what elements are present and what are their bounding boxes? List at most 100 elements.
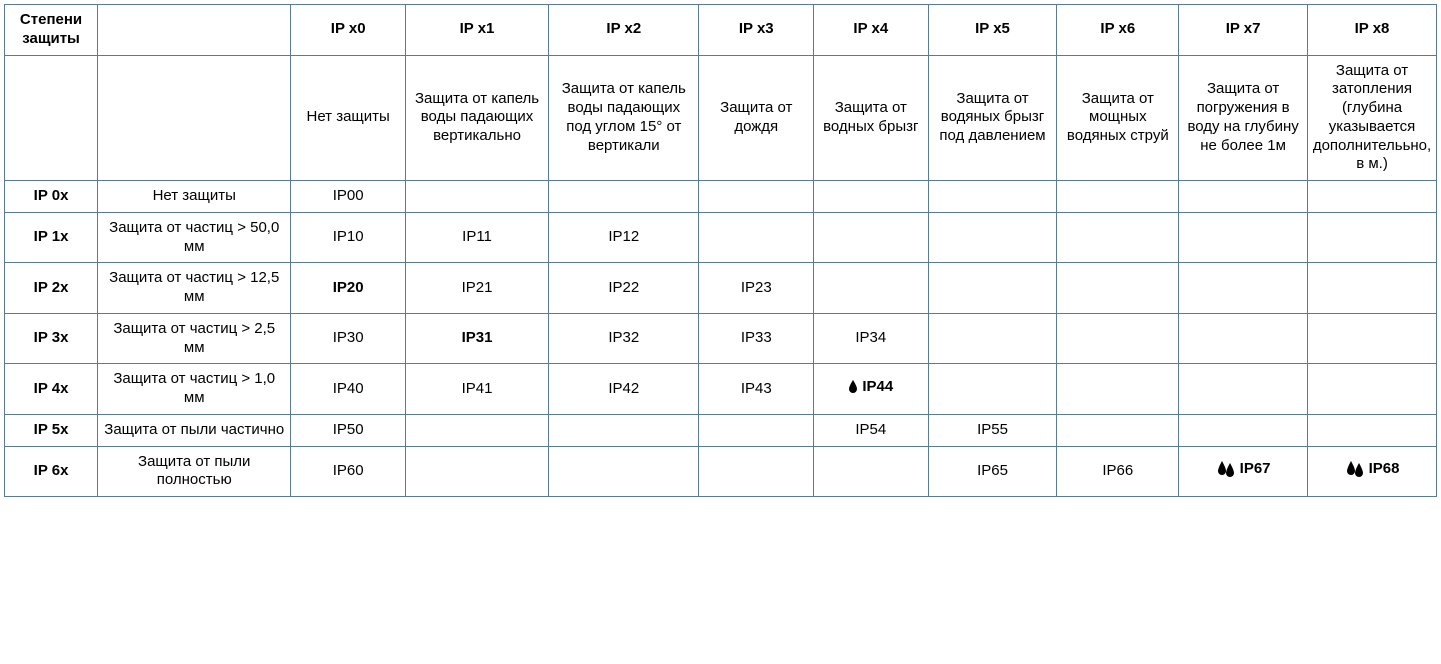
table-body: IP 0xНет защиты IP00 IP 1xЗащита от частиц… (5, 181, 1437, 497)
data-cell: IP21 (405, 263, 548, 314)
data-cell (405, 446, 548, 497)
data-cell: IP40 (291, 364, 406, 415)
row-label: IP 0x (5, 181, 98, 213)
table-row: IP 3xЗащита от частиц > 2,5 ммIP30IP31IP… (5, 313, 1437, 364)
data-cell: IP68 (1308, 446, 1437, 497)
cell-text: IP30 (333, 329, 364, 348)
cell-text: IP67 (1240, 460, 1271, 479)
data-cell (1179, 313, 1308, 364)
data-cell (549, 181, 699, 213)
header-row-codes: Степени защиты IP x0IP x1IP x2IP x3IP x4… (5, 5, 1437, 56)
data-cell (928, 263, 1057, 314)
table-row: IP 5xЗащита от пыли частичноIP50IP54IP55 (5, 414, 1437, 446)
data-cell (814, 181, 929, 213)
data-cell (1179, 364, 1308, 415)
table-row: IP 6xЗащита от пыли полностью IP60 IP65 IP6… (5, 446, 1437, 497)
cell-text: IP43 (741, 380, 772, 399)
data-cell (928, 181, 1057, 213)
cell-text: IP33 (741, 329, 772, 348)
cell-text: IP66 (1102, 462, 1133, 481)
cell-text: IP00 (333, 187, 364, 206)
data-cell: IP44 (814, 364, 929, 415)
data-cell: IP67 (1179, 446, 1308, 497)
col-header: IP x8 (1308, 5, 1437, 56)
data-cell: IP00 (291, 181, 406, 213)
data-cell: IP41 (405, 364, 548, 415)
data-cell: IP42 (549, 364, 699, 415)
cell-text: IP34 (855, 329, 886, 348)
data-cell: IP65 (928, 446, 1057, 497)
row-label: IP 2x (5, 263, 98, 314)
data-cell (1057, 313, 1179, 364)
data-cell (549, 414, 699, 446)
data-cell: IP54 (814, 414, 929, 446)
cell-text: IP60 (333, 462, 364, 481)
table-row: IP 4xЗащита от частиц > 1,0 ммIP40IP41IP… (5, 364, 1437, 415)
row-label: IP 4x (5, 364, 98, 415)
data-cell (405, 414, 548, 446)
data-cell (1057, 181, 1179, 213)
cell-text: IP42 (608, 380, 639, 399)
data-cell (814, 446, 929, 497)
data-cell: IP50 (291, 414, 406, 446)
col-description: Нет защиты (291, 55, 406, 181)
col-description: Защита от водных брызг (814, 55, 929, 181)
data-cell: IP11 (405, 212, 548, 263)
data-cell: IP23 (699, 263, 814, 314)
data-cell (1308, 212, 1437, 263)
data-cell (1308, 263, 1437, 314)
double-water-drop-icon (1345, 461, 1365, 477)
data-cell (928, 364, 1057, 415)
table-head: Степени защиты IP x0IP x1IP x2IP x3IP x4… (5, 5, 1437, 181)
corner-header: Степени защиты (5, 5, 98, 56)
cell-text: IP55 (977, 421, 1008, 440)
col-header: IP x0 (291, 5, 406, 56)
row-description: Защита от частиц > 12,5 мм (98, 263, 291, 314)
row-label: IP 1x (5, 212, 98, 263)
row-label: IP 3x (5, 313, 98, 364)
data-cell: IP10 (291, 212, 406, 263)
data-cell: IP55 (928, 414, 1057, 446)
cell-text: IP54 (855, 421, 886, 440)
header-row-descriptions: Нет защитыЗащита от капель воды падающих… (5, 55, 1437, 181)
cell-text: IP40 (333, 380, 364, 399)
data-cell: IP12 (549, 212, 699, 263)
cell-text: IP11 (462, 228, 492, 247)
data-cell (1308, 414, 1437, 446)
cell-text: IP12 (608, 228, 639, 247)
col-description: Защита от капель воды падающих вертикаль… (405, 55, 548, 181)
data-cell (1308, 313, 1437, 364)
data-cell (699, 181, 814, 213)
data-cell (1179, 263, 1308, 314)
data-cell: IP32 (549, 313, 699, 364)
row-description: Защита от частиц > 50,0 мм (98, 212, 291, 263)
data-cell (1308, 364, 1437, 415)
table-row: IP 2xЗащита от частиц > 12,5 ммIP20 IP21 I… (5, 263, 1437, 314)
data-cell (1057, 212, 1179, 263)
blank-header (98, 5, 291, 56)
col-header: IP x1 (405, 5, 548, 56)
row-label: IP 6x (5, 446, 98, 497)
water-drop-icon (848, 380, 858, 394)
data-cell (1179, 212, 1308, 263)
double-water-drop-icon (1216, 461, 1236, 477)
data-cell: IP20 (291, 263, 406, 314)
cell-text: IP22 (608, 279, 639, 298)
row-description: Защита от пыли полностью (98, 446, 291, 497)
cell-text: IP23 (741, 279, 772, 298)
data-cell: IP34 (814, 313, 929, 364)
col-description: Защита от водяных брызг под давлением (928, 55, 1057, 181)
row-description: Защита от пыли частично (98, 414, 291, 446)
data-cell (699, 414, 814, 446)
cell-text: IP41 (462, 380, 493, 399)
cell-text: IP21 (462, 279, 493, 298)
data-cell (549, 446, 699, 497)
data-cell (814, 212, 929, 263)
table-row: IP 1xЗащита от частиц > 50,0 ммIP10 IP11 I… (5, 212, 1437, 263)
col-header: IP x5 (928, 5, 1057, 56)
cell-text: IP68 (1369, 460, 1400, 479)
row-description: Защита от частиц > 2,5 мм (98, 313, 291, 364)
data-cell (1179, 181, 1308, 213)
row-description: Нет защиты (98, 181, 291, 213)
cell-text: IP50 (333, 421, 364, 440)
